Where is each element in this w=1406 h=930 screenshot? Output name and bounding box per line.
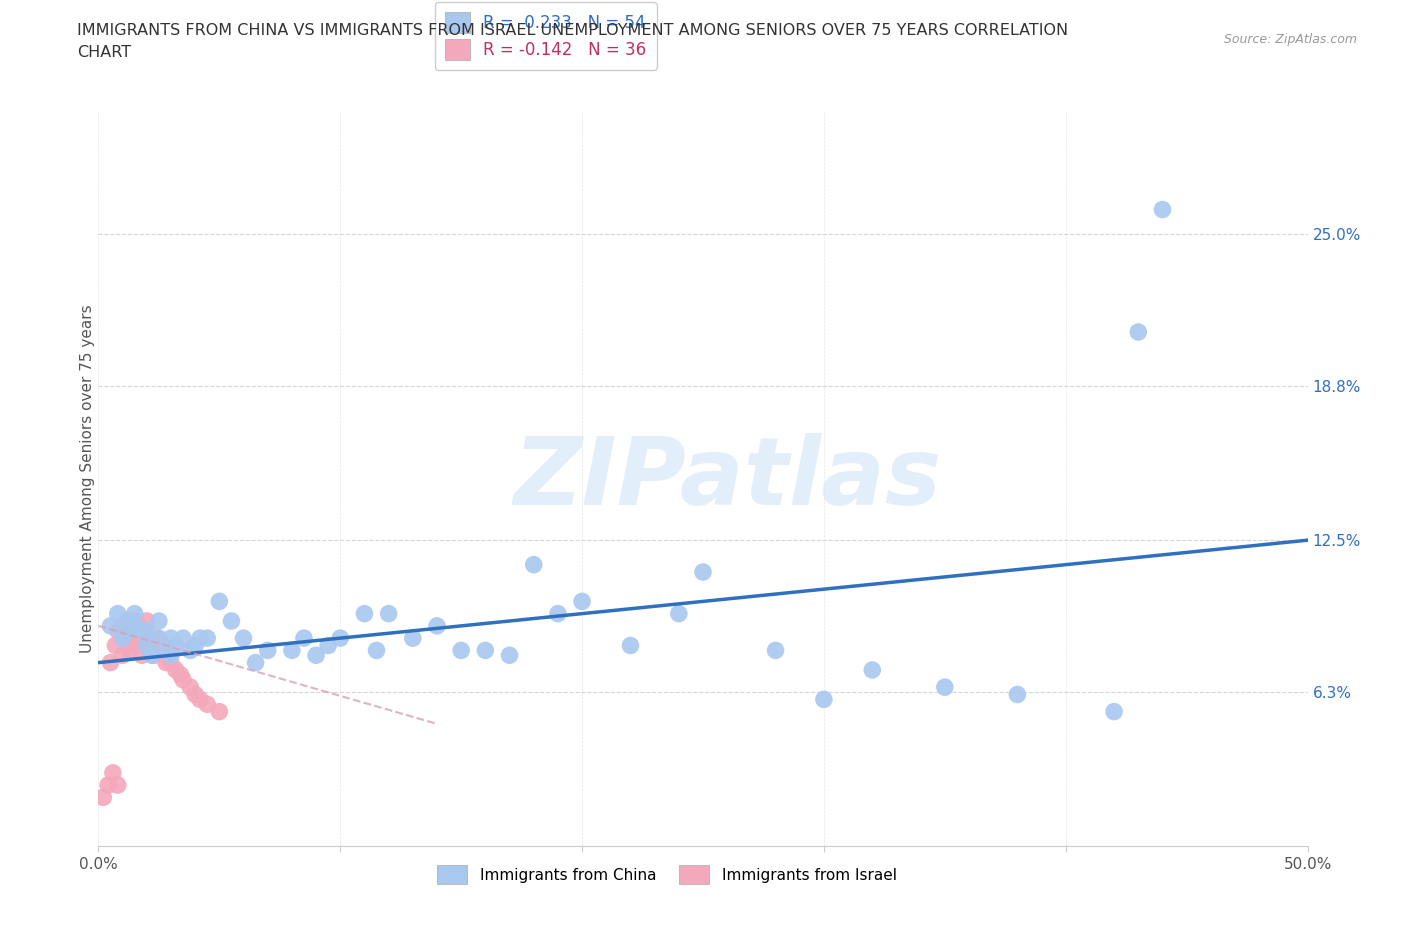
Text: ZIPatlas: ZIPatlas <box>513 433 941 525</box>
Point <box>97 777 120 792</box>
Point <box>155 656 177 671</box>
Point <box>107 623 129 638</box>
Point <box>165 662 187 677</box>
Point <box>143 648 166 663</box>
Point <box>208 704 231 719</box>
Point <box>111 648 134 663</box>
Point <box>245 656 267 671</box>
Point <box>256 643 278 658</box>
Point <box>160 648 183 663</box>
Point <box>101 765 124 780</box>
Point <box>117 623 139 638</box>
Point <box>111 631 134 645</box>
Text: IMMIGRANTS FROM CHINA VS IMMIGRANTS FROM ISRAEL UNEMPLOYMENT AMONG SENIORS OVER : IMMIGRANTS FROM CHINA VS IMMIGRANTS FROM… <box>77 23 1069 38</box>
Point <box>474 643 496 658</box>
Point <box>124 614 146 629</box>
Point <box>135 638 157 653</box>
Point <box>141 648 163 663</box>
Point <box>150 638 173 653</box>
Point <box>571 594 593 609</box>
Y-axis label: Unemployment Among Seniors over 75 years: Unemployment Among Seniors over 75 years <box>80 305 94 653</box>
Point <box>498 648 520 663</box>
Text: Source: ZipAtlas.com: Source: ZipAtlas.com <box>1223 33 1357 46</box>
Point <box>128 618 150 633</box>
Legend: Immigrants from China, Immigrants from Israel: Immigrants from China, Immigrants from I… <box>430 859 903 890</box>
Point <box>184 687 207 702</box>
Point <box>160 631 183 645</box>
Point <box>188 692 211 707</box>
Point <box>148 614 170 629</box>
Point <box>281 643 304 658</box>
Point <box>179 643 201 658</box>
Point <box>1007 687 1029 702</box>
Point <box>172 631 194 645</box>
Point <box>195 631 218 645</box>
Point <box>765 643 787 658</box>
Point <box>121 623 143 638</box>
Point <box>547 606 569 621</box>
Point <box>131 648 153 663</box>
Point <box>117 614 139 629</box>
Point <box>692 565 714 579</box>
Point <box>117 614 139 629</box>
Point <box>353 606 375 621</box>
Point <box>1152 202 1174 217</box>
Point <box>450 643 472 658</box>
Point <box>135 623 157 638</box>
Point <box>172 672 194 687</box>
Point <box>329 631 352 645</box>
Point <box>124 618 146 633</box>
Point <box>124 638 146 653</box>
Point <box>232 631 254 645</box>
Point <box>813 692 835 707</box>
Point <box>377 606 399 621</box>
Point <box>141 638 163 653</box>
Point <box>221 614 243 629</box>
Point <box>91 790 114 804</box>
Point <box>668 606 690 621</box>
Point <box>169 668 191 683</box>
Point <box>104 638 127 653</box>
Point <box>131 638 153 653</box>
Text: CHART: CHART <box>77 45 131 60</box>
Point <box>107 606 129 621</box>
Point <box>148 631 170 645</box>
Point <box>184 638 207 653</box>
Point <box>426 618 449 633</box>
Point <box>124 606 146 621</box>
Point <box>188 631 211 645</box>
Point <box>111 618 134 633</box>
Point <box>117 631 139 645</box>
Point <box>127 631 149 645</box>
Point <box>145 631 167 645</box>
Point <box>179 680 201 695</box>
Point <box>402 631 425 645</box>
Point <box>160 656 183 671</box>
Point <box>316 638 339 653</box>
Point <box>860 662 883 677</box>
Point <box>195 697 218 711</box>
Point <box>118 643 141 658</box>
Point <box>135 623 157 638</box>
Point <box>292 631 315 645</box>
Point <box>366 643 388 658</box>
Point <box>135 614 157 629</box>
Point <box>1102 704 1125 719</box>
Point <box>523 557 546 572</box>
Point <box>208 594 231 609</box>
Point <box>148 643 170 658</box>
Point <box>1128 325 1150 339</box>
Point <box>131 623 153 638</box>
Point <box>100 656 122 671</box>
Point <box>934 680 956 695</box>
Point <box>619 638 641 653</box>
Point <box>107 777 129 792</box>
Point <box>165 638 187 653</box>
Point <box>155 643 177 658</box>
Point <box>100 618 122 633</box>
Point <box>305 648 328 663</box>
